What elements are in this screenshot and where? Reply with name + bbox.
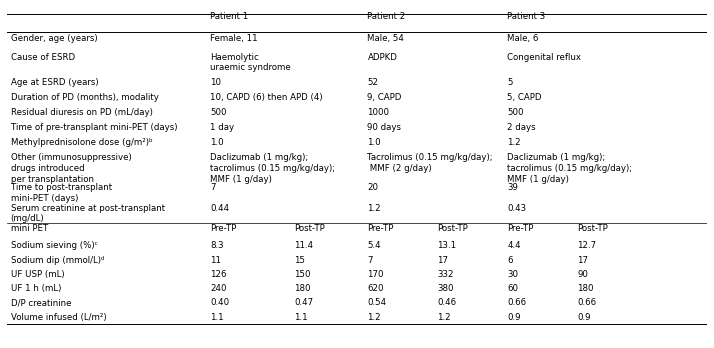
Text: Post-TP: Post-TP (578, 224, 608, 233)
Text: 0.44: 0.44 (210, 204, 229, 213)
Text: 20: 20 (368, 183, 378, 192)
Text: 1.0: 1.0 (368, 138, 381, 147)
Text: 1.2: 1.2 (368, 204, 381, 213)
Text: 620: 620 (368, 284, 384, 293)
Text: 380: 380 (438, 284, 454, 293)
Text: Age at ESRD (years): Age at ESRD (years) (11, 78, 99, 87)
Text: 332: 332 (438, 270, 454, 279)
Text: 2 days: 2 days (508, 123, 536, 132)
Text: 150: 150 (294, 270, 311, 279)
Text: Post-TP: Post-TP (438, 224, 468, 233)
Text: Serum creatinine at post-transplant
(mg/dL): Serum creatinine at post-transplant (mg/… (11, 204, 165, 223)
Text: 1000: 1000 (368, 108, 390, 117)
Text: Time of pre-transplant mini-PET (days): Time of pre-transplant mini-PET (days) (11, 123, 177, 132)
Text: UF USP (mL): UF USP (mL) (11, 270, 64, 279)
Text: 10: 10 (210, 78, 221, 87)
Text: 5, CAPD: 5, CAPD (508, 93, 542, 102)
Text: 0.43: 0.43 (508, 204, 526, 213)
Text: 0.54: 0.54 (368, 299, 386, 308)
Text: Male, 54: Male, 54 (368, 34, 404, 43)
Text: Patient 3: Patient 3 (508, 12, 545, 21)
Text: 500: 500 (508, 108, 524, 117)
Text: 1.1: 1.1 (294, 313, 308, 322)
Text: 30: 30 (508, 270, 518, 279)
Text: 90: 90 (578, 270, 588, 279)
Text: 60: 60 (508, 284, 518, 293)
Text: 4.4: 4.4 (508, 241, 521, 250)
Text: Daclizumab (1 mg/kg);
tacrolimus (0.15 mg/kg/day);
MMF (1 g/day): Daclizumab (1 mg/kg); tacrolimus (0.15 m… (210, 153, 335, 184)
Text: Haemolytic
uraemic syndrome: Haemolytic uraemic syndrome (210, 53, 291, 72)
Text: Male, 6: Male, 6 (508, 34, 539, 43)
Text: 17: 17 (438, 255, 448, 264)
Text: 0.47: 0.47 (294, 299, 313, 308)
Text: Volume infused (L/m²): Volume infused (L/m²) (11, 313, 106, 322)
Text: 10, CAPD (6) then APD (4): 10, CAPD (6) then APD (4) (210, 93, 323, 102)
Text: 11.4: 11.4 (294, 241, 313, 250)
Text: Time to post-transplant
mini-PET (days): Time to post-transplant mini-PET (days) (11, 183, 112, 203)
Text: Cause of ESRD: Cause of ESRD (11, 53, 75, 62)
Text: 1.2: 1.2 (368, 313, 381, 322)
Text: Congenital reflux: Congenital reflux (508, 53, 581, 62)
Text: 52: 52 (368, 78, 378, 87)
Text: Patient 1: Patient 1 (210, 12, 248, 21)
Text: 180: 180 (578, 284, 594, 293)
Text: 13.1: 13.1 (438, 241, 456, 250)
Text: 6: 6 (508, 255, 513, 264)
Text: Tacrolimus (0.15 mg/kg/day);
 MMF (2 g/day): Tacrolimus (0.15 mg/kg/day); MMF (2 g/da… (368, 153, 493, 173)
Text: 39: 39 (508, 183, 518, 192)
Text: 500: 500 (210, 108, 226, 117)
Text: Daclizumab (1 mg/kg);
tacrolimus (0.15 mg/kg/day);
MMF (1 g/day): Daclizumab (1 mg/kg); tacrolimus (0.15 m… (508, 153, 633, 184)
Text: Female, 11: Female, 11 (210, 34, 258, 43)
Text: 15: 15 (294, 255, 305, 264)
Text: 240: 240 (210, 284, 226, 293)
Text: UF 1 h (mL): UF 1 h (mL) (11, 284, 61, 293)
Text: 11: 11 (210, 255, 221, 264)
Text: Other (immunosuppressive)
drugs introduced
per transplantation: Other (immunosuppressive) drugs introduc… (11, 153, 131, 184)
Text: ADPKD: ADPKD (368, 53, 398, 62)
Text: 90 days: 90 days (368, 123, 401, 132)
Text: 0.66: 0.66 (578, 299, 596, 308)
Text: Sodium sieving (%)ᶜ: Sodium sieving (%)ᶜ (11, 241, 97, 250)
Text: Pre-TP: Pre-TP (508, 224, 534, 233)
Text: Pre-TP: Pre-TP (210, 224, 236, 233)
Text: 9, CAPD: 9, CAPD (368, 93, 402, 102)
Text: 1.0: 1.0 (210, 138, 223, 147)
Text: 17: 17 (578, 255, 588, 264)
Text: D/P creatinine: D/P creatinine (11, 299, 71, 308)
Text: 0.40: 0.40 (210, 299, 229, 308)
Text: 7: 7 (210, 183, 216, 192)
Text: 0.9: 0.9 (508, 313, 521, 322)
Text: Post-TP: Post-TP (294, 224, 325, 233)
Text: Gender, age (years): Gender, age (years) (11, 34, 97, 43)
Text: Residual diuresis on PD (mL/day): Residual diuresis on PD (mL/day) (11, 108, 153, 117)
Text: Methylprednisolone dose (g/m²)ᵇ: Methylprednisolone dose (g/m²)ᵇ (11, 138, 152, 147)
Text: Sodium dip (mmol/L)ᵈ: Sodium dip (mmol/L)ᵈ (11, 255, 104, 264)
Text: 1 day: 1 day (210, 123, 234, 132)
Text: 0.46: 0.46 (438, 299, 456, 308)
Text: 1.2: 1.2 (438, 313, 451, 322)
Text: 1.1: 1.1 (210, 313, 223, 322)
Text: 8.3: 8.3 (210, 241, 223, 250)
Text: Patient 2: Patient 2 (368, 12, 406, 21)
Text: 126: 126 (210, 270, 226, 279)
Text: 170: 170 (368, 270, 384, 279)
Text: 7: 7 (368, 255, 373, 264)
Text: 1.2: 1.2 (508, 138, 521, 147)
Text: 0.66: 0.66 (508, 299, 526, 308)
Text: Duration of PD (months), modality: Duration of PD (months), modality (11, 93, 159, 102)
Text: 12.7: 12.7 (578, 241, 596, 250)
Text: mini PET: mini PET (11, 224, 48, 233)
Text: 0.9: 0.9 (578, 313, 591, 322)
Text: Pre-TP: Pre-TP (368, 224, 394, 233)
Text: 180: 180 (294, 284, 311, 293)
Text: 5.4: 5.4 (368, 241, 381, 250)
Text: 5: 5 (508, 78, 513, 87)
